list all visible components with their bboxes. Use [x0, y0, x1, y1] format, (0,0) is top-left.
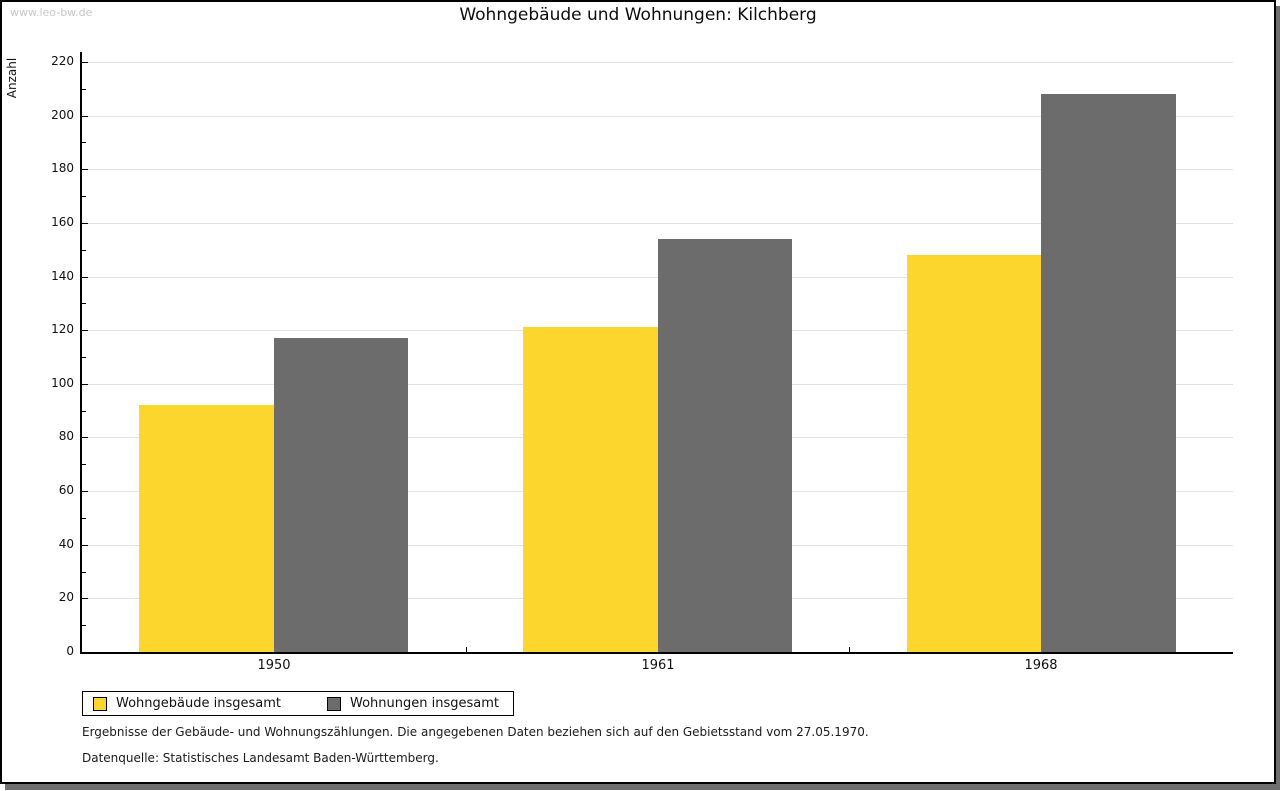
plot-area: 0 20 40 60 80 100 120 140 160 180 200 220 1950 1961 19…: [2, 2, 1274, 782]
y-minor-tick: [82, 572, 86, 573]
legend-item-wohngebaeude: Wohngebäude insgesamt: [93, 696, 281, 711]
y-tick-label: 20: [58, 590, 74, 604]
y-tick: [82, 545, 88, 546]
footnote-2: Datenquelle: Statistisches Landesamt Bad…: [82, 751, 439, 765]
y-minor-tick: [82, 250, 86, 251]
legend-item-wohnungen: Wohnungen insgesamt: [327, 696, 499, 711]
bar-1950-series1: [139, 405, 274, 652]
y-tick-label: 60: [58, 483, 74, 497]
y-tick-label: 40: [58, 537, 74, 551]
y-tick: [82, 223, 88, 224]
legend-swatch-wohnungen: [327, 696, 341, 711]
y-tick: [82, 384, 88, 385]
x-category-label: 1950: [257, 658, 291, 673]
y-tick: [82, 491, 88, 492]
gridline: [82, 223, 1233, 224]
legend-label-wohnungen: Wohnungen insgesamt: [350, 696, 499, 711]
y-tick-label: 140: [51, 269, 74, 283]
y-tick: [82, 330, 88, 331]
y-tick-label: 80: [58, 429, 74, 443]
y-tick: [82, 116, 88, 117]
legend-label-wohngebaeude: Wohngebäude insgesamt: [116, 696, 281, 711]
x-tick: [466, 647, 467, 652]
y-minor-tick: [82, 357, 86, 358]
y-axis-line: [80, 52, 82, 652]
y-tick-label: 180: [51, 161, 74, 175]
gridline: [82, 277, 1233, 278]
x-category-label: 1968: [1024, 658, 1058, 673]
y-minor-tick: [82, 196, 86, 197]
bar-1968-series1: [907, 255, 1041, 652]
y-minor-tick: [82, 464, 86, 465]
legend: Wohngebäude insgesamt Wohnungen insgesam…: [82, 691, 514, 716]
y-minor-tick: [82, 142, 86, 143]
footnote-1: Ergebnisse der Gebäude- und Wohnungszähl…: [82, 725, 869, 739]
bar-1950-series2: [274, 338, 408, 652]
gridline: [82, 116, 1233, 117]
y-tick: [82, 62, 88, 63]
y-tick: [82, 169, 88, 170]
y-tick-label: 160: [51, 215, 74, 229]
y-tick-label: 200: [51, 108, 74, 122]
gridline: [82, 169, 1233, 170]
legend-swatch-wohngebaeude: [93, 696, 107, 711]
bar-1961-series2: [658, 239, 792, 652]
watermark: www.leo-bw.de: [10, 6, 93, 19]
page-title: Wohngebäude und Wohnungen: Kilchberg: [459, 5, 817, 25]
x-tick: [849, 647, 850, 652]
y-tick-label: 100: [51, 376, 74, 390]
bar-1961-series1: [523, 327, 658, 652]
y-tick: [82, 277, 88, 278]
bar-1968-series2: [1041, 94, 1176, 652]
y-minor-tick: [82, 518, 86, 519]
x-axis-line: [80, 652, 1233, 654]
y-minor-tick: [82, 89, 86, 90]
y-minor-tick: [82, 411, 86, 412]
y-minor-tick: [82, 625, 86, 626]
y-minor-tick: [82, 303, 86, 304]
gridline: [82, 62, 1233, 63]
y-tick-label: 120: [51, 322, 74, 336]
x-category-label: 1961: [641, 658, 675, 673]
y-tick: [82, 437, 88, 438]
y-tick-label: 220: [51, 54, 74, 68]
y-tick-label: 0: [66, 644, 74, 658]
y-tick: [82, 598, 88, 599]
